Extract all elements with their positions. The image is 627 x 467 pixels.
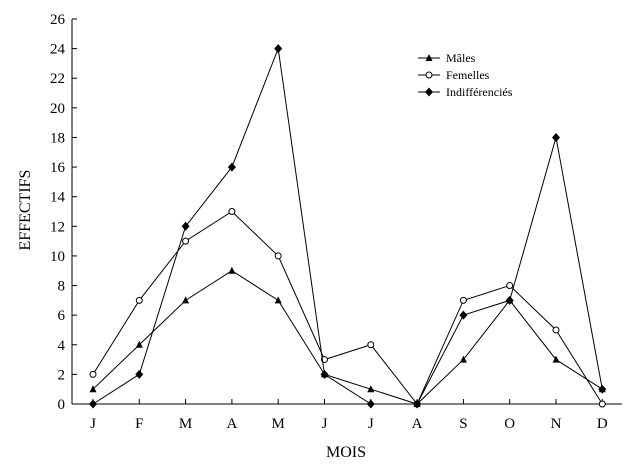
y-tick-label: 22	[50, 71, 65, 87]
legend-item-0: Mâles	[418, 51, 476, 65]
data-point	[320, 369, 329, 379]
data-point	[367, 385, 375, 393]
series-1	[89, 208, 606, 408]
y-axis-title: EFFECTIFS	[17, 170, 34, 251]
data-point	[89, 399, 97, 409]
y-tick-label: 10	[50, 249, 65, 265]
data-point	[552, 326, 560, 334]
legend-marker	[425, 87, 433, 97]
data-point	[598, 400, 606, 408]
data-point	[459, 310, 468, 320]
legend-item-2: Indifférenciés	[418, 85, 513, 99]
y-tick-label: 0	[58, 397, 66, 413]
x-tick-label: F	[135, 416, 143, 432]
data-point	[366, 399, 375, 409]
data-point	[274, 252, 282, 260]
data-point	[505, 295, 514, 305]
legend-marker	[425, 54, 433, 61]
legend-item-1: Femelles	[418, 68, 490, 82]
x-tick-label: O	[504, 416, 515, 432]
series-line	[92, 210, 603, 405]
y-tick-label: 20	[50, 101, 65, 117]
x-axis-title: MOIS	[326, 444, 366, 461]
y-tick-label: 18	[50, 130, 65, 146]
series-line	[92, 46, 603, 405]
data-point	[598, 384, 607, 394]
data-point	[367, 341, 375, 349]
x-tick-label: A	[412, 416, 423, 432]
data-point	[552, 355, 560, 363]
data-point	[552, 132, 560, 142]
y-tick-label: 8	[58, 279, 66, 295]
data-point	[459, 355, 467, 363]
data-point	[89, 385, 97, 393]
x-tick-label: A	[226, 416, 237, 432]
series-0	[89, 266, 606, 407]
data-point	[228, 208, 236, 215]
data-point	[182, 237, 190, 245]
legend-label: Femelles	[446, 68, 490, 82]
data-point	[274, 44, 283, 54]
data-point	[274, 296, 282, 304]
x-tick-label: J	[322, 416, 328, 432]
data-point	[506, 282, 514, 290]
series-line	[92, 270, 603, 405]
data-point	[135, 340, 143, 348]
data-point	[413, 399, 422, 409]
data-point	[228, 266, 236, 274]
x-tick-label: M	[272, 416, 285, 432]
series-2	[89, 44, 607, 409]
y-tick-label: 26	[50, 12, 66, 28]
y-tick-label: 6	[58, 308, 66, 324]
legend-label: Mâles	[446, 51, 476, 65]
y-tick-label: 2	[58, 367, 66, 383]
x-tick-label: M	[179, 416, 192, 432]
data-point	[227, 162, 236, 172]
x-tick-label: N	[551, 416, 562, 432]
data-point	[181, 221, 190, 231]
data-point	[182, 296, 190, 304]
legend-label: Indifférenciés	[446, 85, 513, 99]
y-tick-label: 12	[50, 219, 65, 235]
data-point	[89, 370, 97, 378]
legend-marker	[425, 71, 433, 79]
data-point	[135, 369, 144, 379]
x-tick-label: S	[459, 416, 467, 432]
x-tick-label: J	[90, 416, 96, 432]
x-tick-label: J	[368, 416, 374, 432]
data-point	[135, 296, 143, 304]
data-point	[459, 296, 467, 304]
y-tick-label: 16	[50, 160, 66, 176]
y-tick-label: 14	[50, 190, 66, 206]
y-tick-label: 24	[50, 42, 66, 58]
x-tick-label: D	[597, 416, 608, 432]
y-tick-label: 4	[58, 338, 66, 354]
